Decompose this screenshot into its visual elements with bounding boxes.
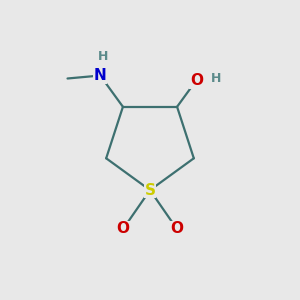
Text: N: N xyxy=(94,68,106,83)
Text: H: H xyxy=(210,72,221,85)
Text: H: H xyxy=(98,50,108,63)
Text: O: O xyxy=(190,73,203,88)
Text: O: O xyxy=(117,221,130,236)
Text: S: S xyxy=(145,183,155,198)
Text: O: O xyxy=(170,221,183,236)
